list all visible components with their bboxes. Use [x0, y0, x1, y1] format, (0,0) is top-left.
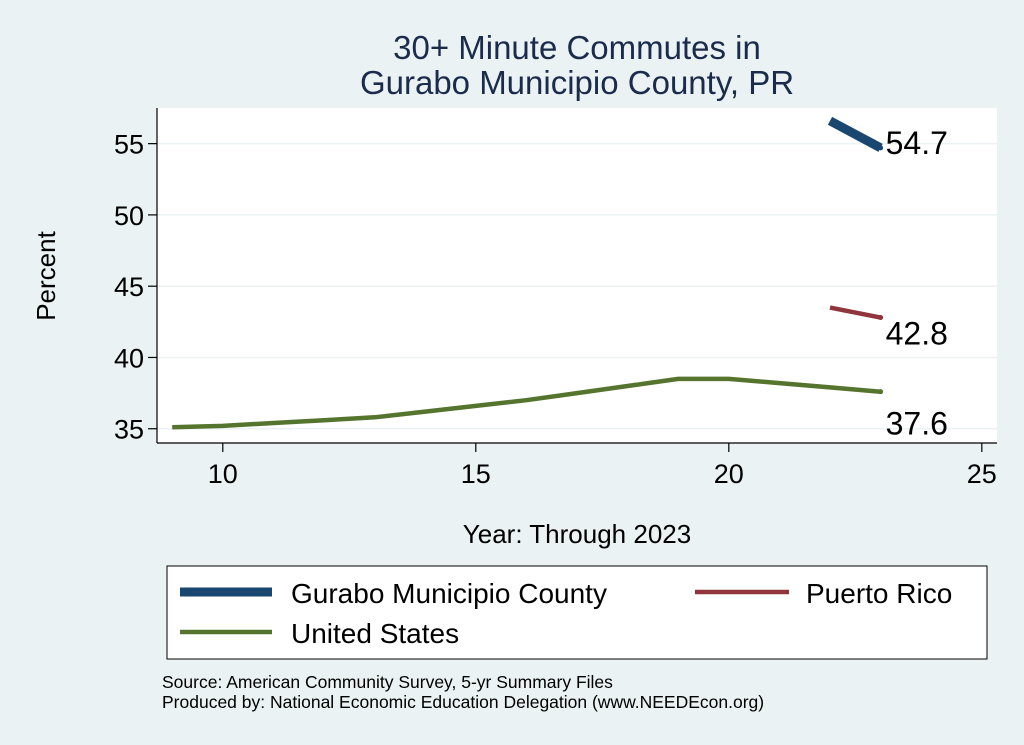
- series-line-united-states: [172, 376, 881, 430]
- series-line-puerto-rico: [829, 305, 882, 320]
- gridlines: [157, 142, 997, 430]
- y-tick-label-35: 35: [114, 415, 144, 445]
- chart-title-line-2: Gurabo Municipio County, PR: [360, 64, 794, 101]
- ticks: 35 40 45 50 55 10 15 20 25: [114, 130, 997, 489]
- end-label-gurabo-municipio-county: 54.7: [886, 125, 948, 161]
- y-tick-label-50: 50: [114, 201, 144, 231]
- produced-by-note: Produced by: National Economic Education…: [162, 692, 764, 712]
- chart-title-line-1: 30+ Minute Commutes in: [393, 29, 761, 66]
- x-axis-title: Year: Through 2023: [463, 519, 691, 549]
- x-tick-label-10: 10: [208, 459, 238, 489]
- legend-label-united-states: United States: [291, 618, 459, 649]
- x-tick-label-20: 20: [714, 459, 744, 489]
- end-label-puerto-rico: 42.8: [886, 316, 948, 352]
- y-tick-label-40: 40: [114, 343, 144, 373]
- x-tick-label-15: 15: [461, 459, 491, 489]
- series-line-gurabo-municipio-county: [827, 116, 883, 152]
- series-layer: 54.7 42.8 37.6: [172, 116, 948, 442]
- series-endpoint-united-states: [878, 389, 884, 395]
- legend-label-puerto-rico: Puerto Rico: [806, 578, 952, 609]
- y-tick-label-55: 55: [114, 130, 144, 160]
- end-label-united-states: 37.6: [886, 406, 948, 442]
- legend-box: [166, 565, 988, 660]
- y-tick-label-45: 45: [114, 272, 144, 302]
- legend-label-gurabo: Gurabo Municipio County: [291, 578, 607, 609]
- x-tick-label-25: 25: [967, 459, 997, 489]
- source-note: Source: American Community Survey, 5-yr …: [162, 672, 613, 692]
- series-endpoint-gurabo-municipio-county: [878, 145, 884, 151]
- series-endpoint-puerto-rico: [878, 315, 884, 321]
- legend: Gurabo Municipio County Puerto Rico Unit…: [166, 565, 988, 660]
- y-axis-title: Percent: [31, 230, 61, 320]
- plot-area: [157, 108, 997, 443]
